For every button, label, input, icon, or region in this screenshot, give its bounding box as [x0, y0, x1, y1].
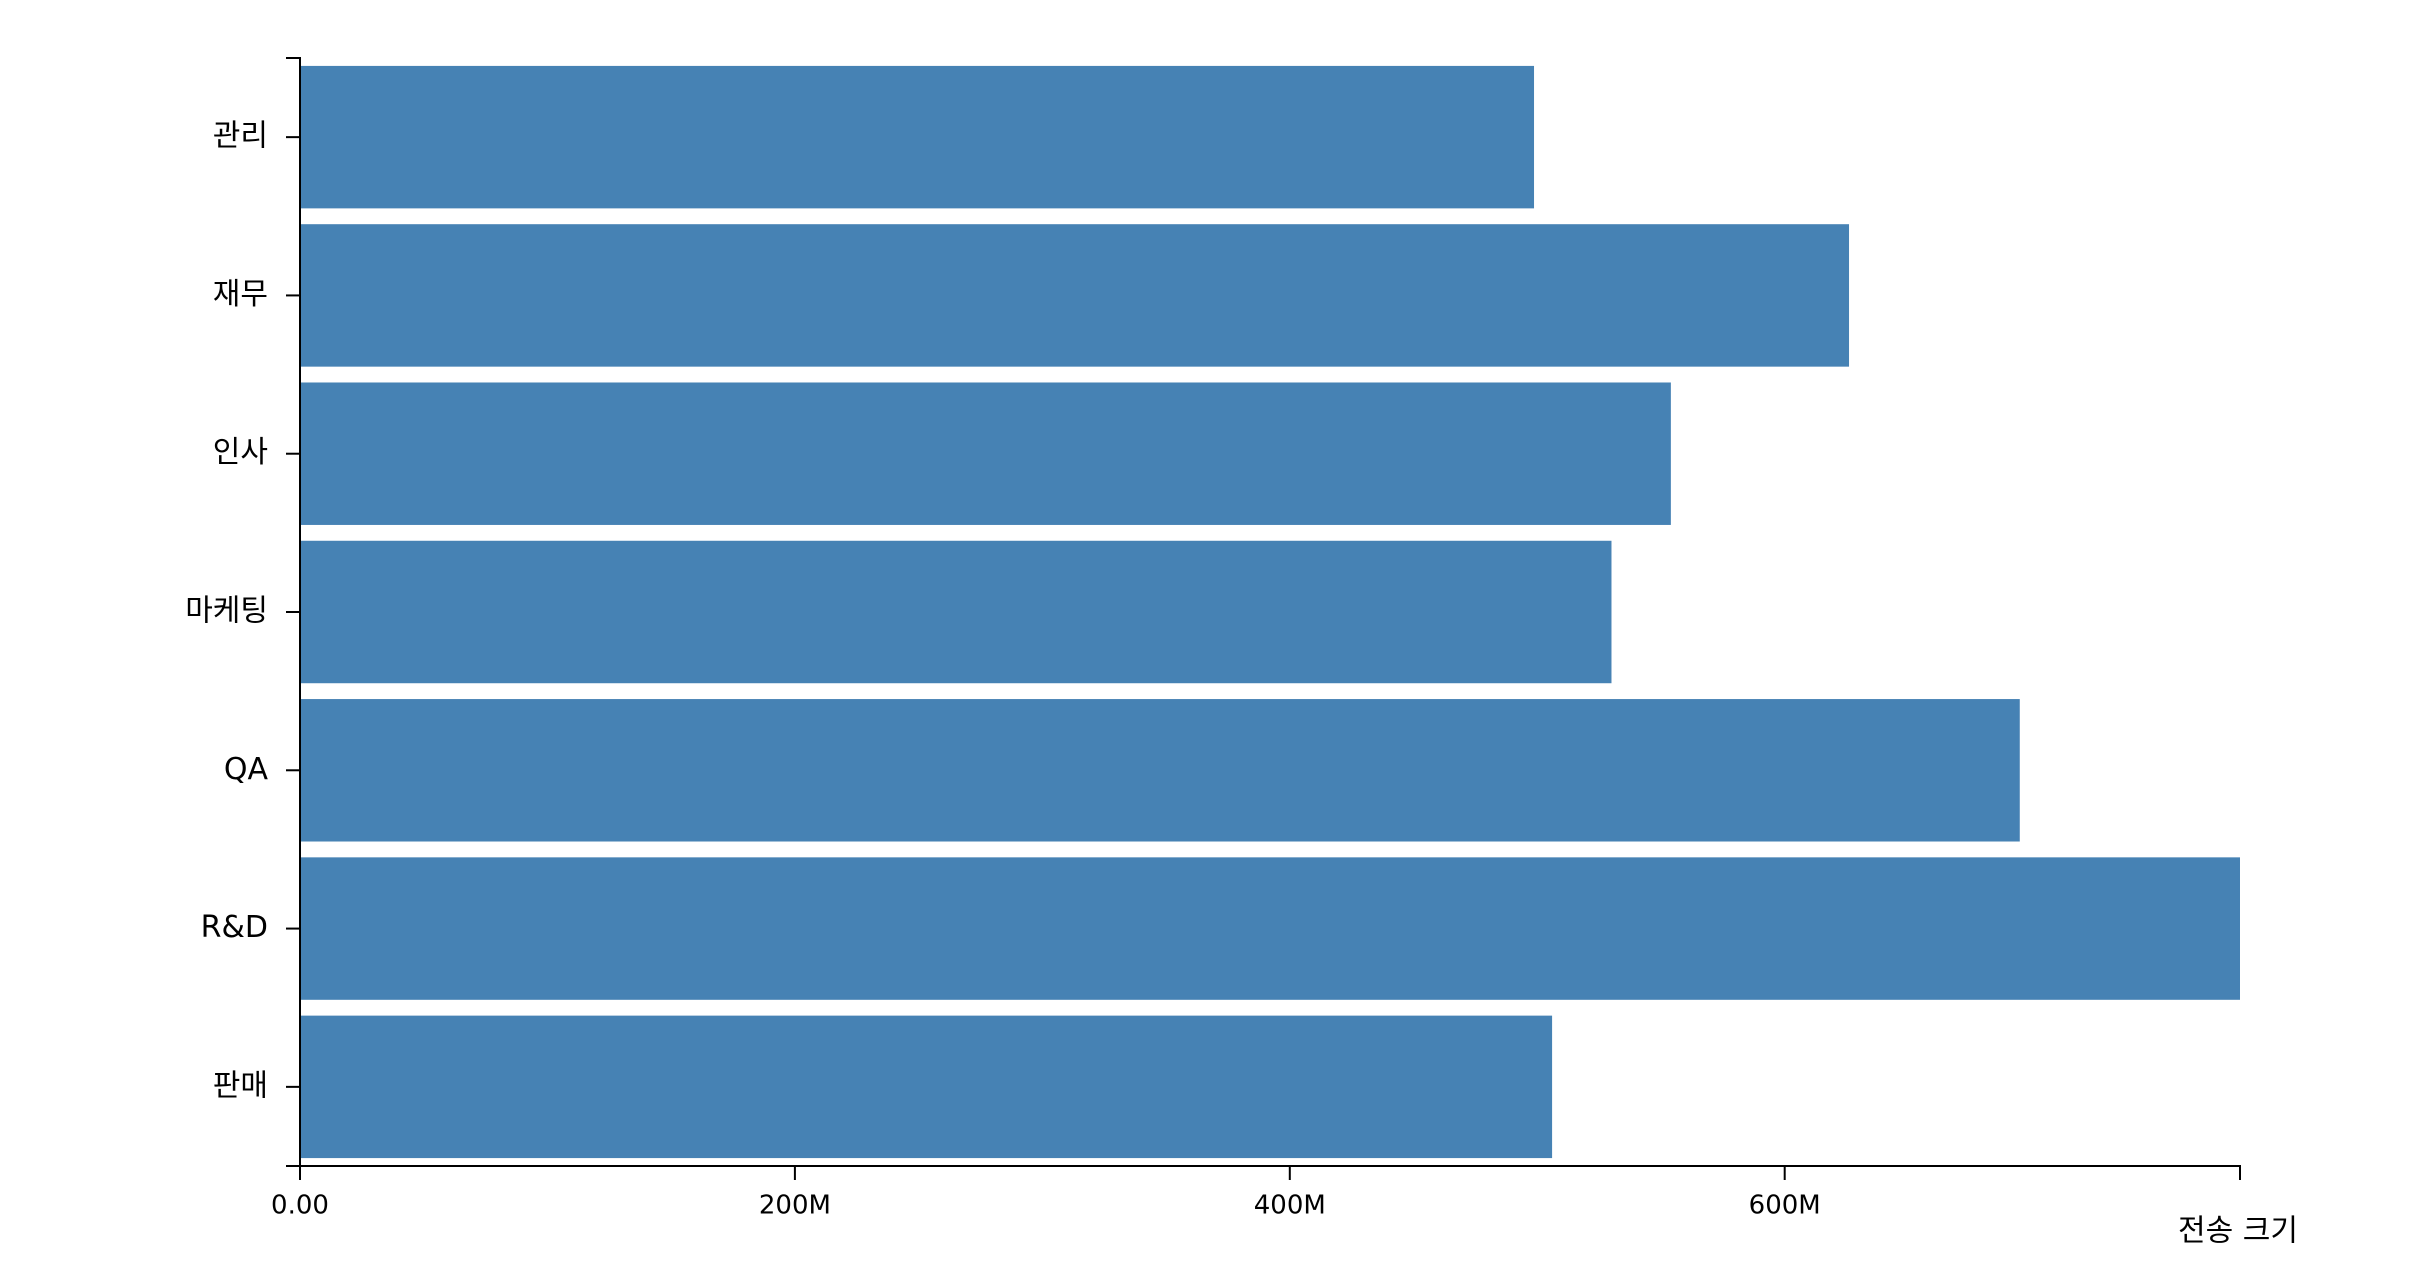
x-axis [299, 1165, 2241, 1180]
x-tick-label: 400M [1254, 1191, 1326, 1221]
y-tick-label: 판매 [213, 1068, 268, 1103]
x-axis-title: 전송 크기 [2178, 1214, 2298, 1249]
bar [300, 1015, 1553, 1159]
y-tick-label: 재무 [213, 277, 268, 312]
bar [300, 699, 2020, 842]
bar [300, 540, 1612, 684]
bar [300, 224, 1850, 367]
bar [300, 65, 1535, 209]
bar [300, 382, 1671, 525]
bar [300, 857, 2240, 1000]
x-tick-label: 0.00 [271, 1191, 329, 1221]
y-tick-label: 인사 [213, 435, 268, 470]
y-tick-label: QA [224, 752, 269, 787]
y-tick-label: 마케팅 [185, 594, 268, 629]
x-tick-label: 600M [1749, 1191, 1821, 1221]
x-tick-label: 200M [759, 1191, 831, 1221]
y-tick-label: 관리 [213, 119, 268, 154]
y-axis [286, 57, 301, 1167]
y-tick-label: R&D [201, 910, 268, 945]
